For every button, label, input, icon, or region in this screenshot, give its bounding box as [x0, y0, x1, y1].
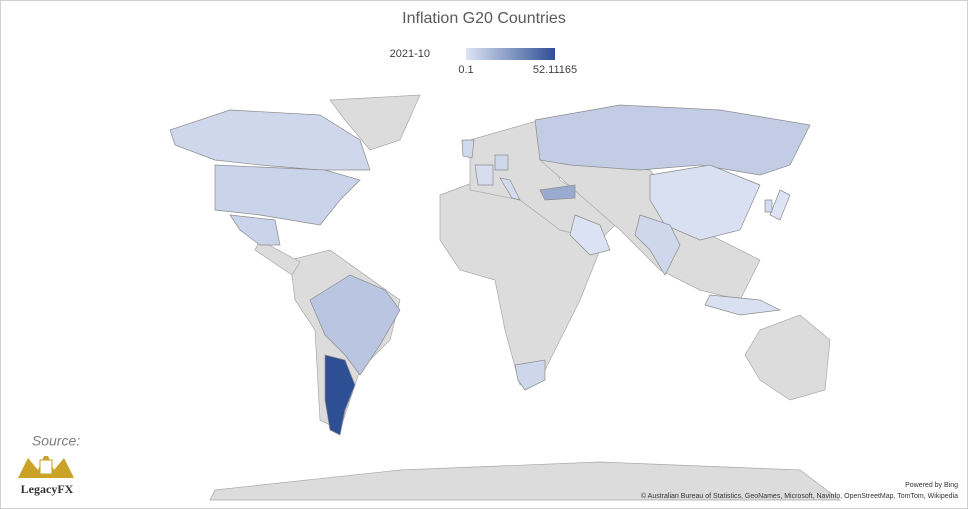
logo — [18, 456, 74, 478]
legend-gradient — [466, 48, 555, 60]
country — [229, 214, 281, 246]
country — [324, 354, 356, 436]
logo-text: LegacyFX — [21, 482, 74, 496]
country — [649, 164, 761, 241]
legend-max: 52.11165 — [533, 64, 577, 76]
country — [461, 139, 475, 159]
country — [214, 164, 361, 226]
legend-title: 2021-10 — [390, 48, 430, 60]
country — [169, 109, 371, 171]
legend-min: 0.1 — [458, 64, 473, 76]
source-label: Source: — [32, 433, 80, 449]
chart-title: Inflation G20 Countries — [402, 10, 566, 27]
country — [474, 164, 494, 186]
country — [499, 177, 521, 201]
country — [539, 184, 576, 201]
country — [569, 214, 611, 256]
country — [514, 359, 546, 391]
country — [494, 154, 509, 171]
country — [309, 274, 401, 376]
country — [769, 189, 791, 221]
attribution: © Australian Bureau of Statistics, GeoNa… — [641, 492, 958, 500]
country — [764, 199, 773, 213]
country — [704, 294, 782, 316]
country — [634, 214, 681, 276]
country — [534, 104, 811, 176]
powered-by: Powered by Bing — [905, 482, 958, 489]
countries — [169, 104, 811, 436]
